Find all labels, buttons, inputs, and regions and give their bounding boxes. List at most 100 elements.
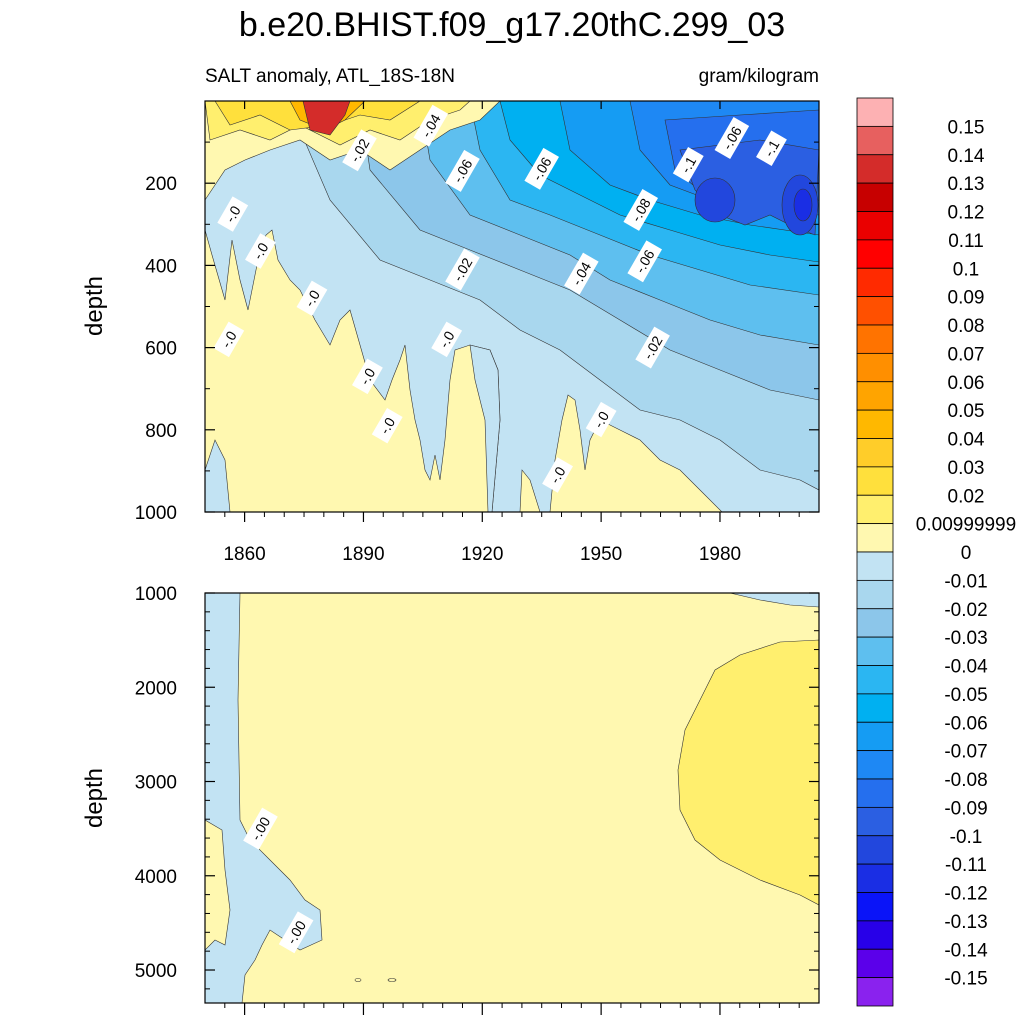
upper-core-minus11-a <box>694 177 736 223</box>
colorbar-label: -0.15 <box>944 969 987 990</box>
colorbar-label: 0.07 <box>948 344 985 365</box>
contour-label-box <box>431 321 463 358</box>
contour-label-box <box>217 196 249 232</box>
colorbar-swatch <box>856 835 894 865</box>
colorbar-swatch <box>856 438 894 468</box>
upper-zone-minus01-intrusion-b <box>469 344 501 512</box>
contour-label: -.0 <box>585 401 617 438</box>
upper-x-tick-label: 1920 <box>461 544 503 565</box>
colorbar-swatch <box>856 636 894 666</box>
colorbar-swatch <box>856 494 894 525</box>
colorbar-label: 0.02 <box>948 486 985 507</box>
lower-axes: 1000 2000 3000 4000 5000 <box>135 584 819 1015</box>
contour-label-box <box>524 147 560 190</box>
contour-label-text: -.0 <box>590 408 612 430</box>
contour-label: -.1 <box>672 146 704 183</box>
upper-axes: 200 400 600 800 1000 1860 1890 1920 1950 1980 <box>135 101 819 565</box>
colorbar-label: 0.13 <box>948 174 985 195</box>
colorbar-label: 0.06 <box>948 373 985 394</box>
colorbar-swatch <box>856 324 894 354</box>
colorbar-label: -0.11 <box>945 855 987 876</box>
colorbar-swatch <box>856 665 894 695</box>
colorbar-label: -0.08 <box>944 770 987 791</box>
lower-y-tick-label: 1000 <box>135 584 177 605</box>
lower-y-tick-label: 2000 <box>135 678 177 699</box>
upper-zone-0p07-surface <box>302 101 351 136</box>
contour-label-box <box>371 407 403 444</box>
contour-label-box <box>542 457 573 493</box>
contour-label-box <box>445 248 480 291</box>
colorbar-swatch <box>856 466 894 496</box>
colorbar-swatch <box>856 409 894 439</box>
lower-y-axis-label: depth <box>81 768 108 828</box>
colorbar-swatch <box>856 892 894 922</box>
colorbar-swatch <box>856 863 894 893</box>
colorbar-swatch <box>856 154 894 184</box>
colorbar-label: -0.03 <box>944 628 987 649</box>
colorbar-label: 0.03 <box>948 458 985 479</box>
contour-label: -.0 <box>431 321 463 358</box>
upper-y-axis-label: depth <box>81 276 108 336</box>
colorbar-swatch <box>856 97 894 127</box>
upper-y-tick-label: 1000 <box>135 503 177 524</box>
colorbar-swatch <box>856 721 894 752</box>
colorbar-label: -0.1 <box>950 827 983 848</box>
colorbar: 0.15 0.14 0.13 0.12 0.11 0.1 0.09 0.08 0.07 0.06 0… <box>856 97 1016 1007</box>
upper-x-tick-label: 1890 <box>342 544 384 565</box>
contour-label-box <box>714 117 750 159</box>
contour-label-box <box>627 240 662 283</box>
figure-title: b.e20.BHIST.f09_g17.20thC.299_03 <box>239 6 785 44</box>
colorbar-label: 0.00999999 <box>916 515 1016 536</box>
colorbar-label: 0.15 <box>948 117 985 138</box>
colorbar-swatch <box>856 778 894 808</box>
upper-x-tick-label: 1860 <box>223 544 265 565</box>
upper-x-tick-label: 1950 <box>580 544 622 565</box>
lower-contour-mark <box>354 978 362 982</box>
upper-zone-minus01-intrusion-a <box>205 439 231 512</box>
colorbar-swatch <box>856 948 894 979</box>
colorbar-label: 0 <box>961 543 972 564</box>
upper-y-tick-label: 200 <box>145 174 177 195</box>
contour-label: -.0 <box>371 407 403 444</box>
contour-label-box <box>245 233 276 269</box>
colorbar-label: 0.08 <box>948 316 985 337</box>
colorbar-label: 0.05 <box>948 401 985 422</box>
lower-zone-minus01-topright <box>729 593 819 608</box>
contour-label: -.0 <box>542 457 573 493</box>
contour-label-box <box>278 911 314 954</box>
upper-y-tick-label: 400 <box>145 256 177 277</box>
contour-label: -.0 <box>213 321 245 358</box>
subtitle-left: SALT anomaly, ATL_18S-18N <box>205 66 455 87</box>
lower-contour-mark <box>387 978 397 982</box>
colorbar-label: 0.11 <box>948 231 984 252</box>
contour-label-text: -.0 <box>249 240 271 262</box>
colorbar-swatch <box>856 267 894 298</box>
colorbar-label: -0.07 <box>944 742 987 763</box>
colorbar-label: 0.14 <box>948 146 985 167</box>
colorbar-label: -0.06 <box>944 713 987 734</box>
contour-label-box <box>413 104 449 147</box>
colorbar-label: -0.02 <box>944 600 987 621</box>
colorbar-swatch <box>856 750 894 780</box>
contour-label: -.0 <box>217 196 249 232</box>
colorbar-swatch <box>856 239 894 269</box>
lower-contour-labels: -.00-.00 <box>243 807 314 954</box>
colorbar-label: 0.04 <box>948 430 985 451</box>
contour-label: -.0 <box>296 280 328 316</box>
contour-label-text: -.0 <box>301 287 323 309</box>
contour-label-text: -.0 <box>547 464 569 486</box>
contour-label-box <box>564 252 599 295</box>
contour-label-text: -.1 <box>760 137 782 159</box>
contour-label-box <box>351 358 383 395</box>
contour-label-text: -.0 <box>376 414 398 436</box>
contour-label-box <box>623 188 659 231</box>
colorbar-swatch <box>856 608 894 638</box>
contour-label-text: -.0 <box>436 328 458 350</box>
contour-label-box <box>756 130 787 166</box>
colorbar-swatch <box>856 693 894 723</box>
colorbar-label: 0.1 <box>953 259 979 280</box>
colorbar-swatch <box>856 551 894 581</box>
lower-plot-area <box>205 593 819 1003</box>
contour-label-text: -.0 <box>356 365 378 387</box>
